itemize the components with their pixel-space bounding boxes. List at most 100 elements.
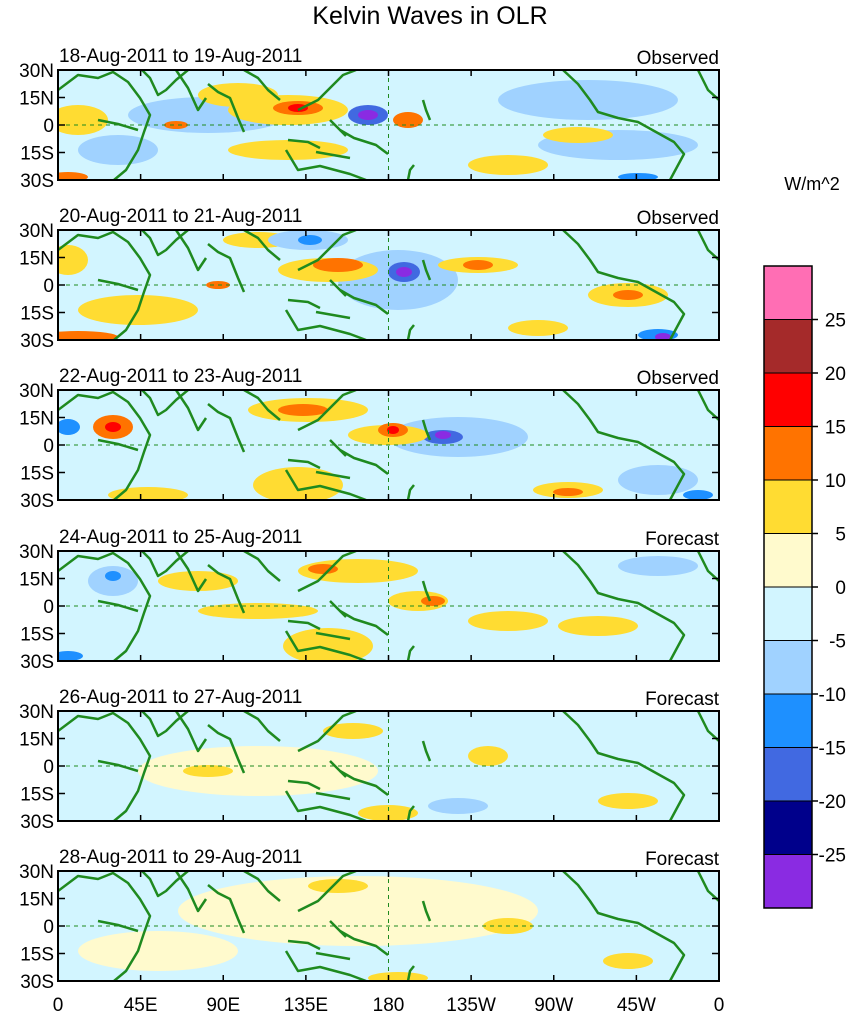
longitude-tick-label: 0 — [53, 995, 64, 1016]
panel-status: Observed — [637, 368, 719, 389]
coastline — [58, 390, 152, 500]
coastline — [696, 230, 719, 261]
coastline — [243, 390, 281, 421]
colorbar-label: 0 — [835, 578, 846, 599]
coastline — [562, 70, 686, 180]
olr-anomaly-contour — [387, 426, 399, 434]
coastline — [329, 760, 347, 778]
colorbar-swatch — [763, 533, 813, 588]
longitude-tick-label: 135W — [446, 995, 496, 1016]
coastline — [141, 551, 189, 578]
coastline — [696, 711, 719, 742]
longitude-tick-label: 45W — [617, 995, 656, 1016]
map-panel: 24-Aug-2011 to 25-Aug-2011 Forecast 30N 15N… — [19, 527, 720, 673]
latitude-tick-label: 30S — [20, 491, 54, 512]
olr-anomaly-contour — [58, 245, 88, 275]
coastline — [243, 551, 281, 582]
olr-anomaly-contour — [618, 173, 658, 180]
coastline — [97, 599, 139, 613]
coastline — [141, 390, 189, 417]
latitude-tick-label: 0 — [43, 757, 54, 778]
olr-anomaly-contour — [278, 404, 328, 416]
coastline — [696, 390, 719, 421]
map-panel: 18-Aug-2011 to 19-Aug-2011 Observed 30N 15N… — [19, 46, 720, 192]
olr-anomaly-contour — [138, 746, 378, 796]
coastline — [243, 711, 281, 742]
olr-anomaly-contour — [358, 110, 378, 120]
coastline — [97, 919, 139, 933]
colorbar-label: -15 — [819, 739, 846, 760]
latitude-tick-label: 15N — [19, 409, 54, 430]
coastline — [284, 790, 367, 821]
coastline — [207, 564, 246, 614]
coastline — [297, 230, 357, 272]
olr-anomaly-contour — [198, 83, 278, 107]
figure-title: Kelvin Waves in OLR — [312, 2, 547, 30]
coastline — [421, 580, 432, 602]
olr-anomaly-contour — [358, 805, 418, 821]
coastline — [174, 230, 208, 272]
olr-anomaly-contour — [508, 320, 568, 336]
panel-date-range: 28-Aug-2011 to 29-Aug-2011 — [59, 847, 302, 868]
coastline — [315, 310, 351, 320]
latitude-tick-label: 15S — [20, 945, 54, 966]
panel-date-range: 18-Aug-2011 to 19-Aug-2011 — [59, 46, 302, 67]
coastline — [329, 279, 347, 297]
coastline — [406, 805, 415, 821]
olr-anomaly-contour — [396, 267, 412, 277]
olr-anomaly-contour — [308, 879, 368, 893]
olr-anomaly-contour — [108, 487, 188, 500]
olr-anomaly-contour — [428, 798, 488, 814]
latitude-tick-label: 15N — [19, 249, 54, 270]
coastline — [562, 551, 686, 661]
latitude-tick-label: 30S — [20, 652, 54, 673]
olr-anomaly-contour — [164, 121, 188, 129]
olr-anomaly-contour — [198, 603, 318, 619]
colorbar-label: 25 — [825, 311, 846, 332]
latitude-tick-label: 15S — [20, 785, 54, 806]
olr-anomaly-contour — [323, 723, 383, 739]
olr-anomaly-contour — [58, 419, 80, 435]
panel-status: Observed — [637, 208, 719, 229]
latitude-tick-label: 0 — [43, 917, 54, 938]
olr-anomaly-contour — [613, 290, 643, 300]
latitude-tick-label: 0 — [43, 116, 54, 137]
coastline — [174, 70, 208, 112]
latitude-tick-label: 30N — [19, 702, 54, 723]
longitude-tick-label: 135E — [284, 995, 328, 1016]
olr-anomaly-contour — [468, 746, 508, 766]
coastline — [562, 390, 686, 500]
olr-anomaly-contour — [58, 172, 88, 180]
olr-anomaly-contour — [421, 596, 445, 606]
olr-anomaly-contour — [178, 876, 538, 946]
olr-anomaly-contour — [298, 235, 322, 245]
olr-anomaly-contour — [468, 155, 548, 175]
coastline — [696, 70, 719, 101]
olr-anomaly-contour — [105, 422, 121, 432]
panel-status: Forecast — [645, 849, 720, 870]
coastline — [297, 711, 357, 753]
coastline — [207, 724, 246, 774]
coastline — [287, 939, 321, 951]
olr-anomaly-contour — [78, 931, 238, 971]
olr-anomaly-contour — [228, 140, 348, 160]
coastline — [329, 439, 347, 457]
panel-date-range: 26-Aug-2011 to 27-Aug-2011 — [59, 687, 302, 708]
panel-status: Forecast — [645, 529, 720, 550]
latitude-tick-label: 0 — [43, 597, 54, 618]
latitude-tick-label: 15S — [20, 464, 54, 485]
latitude-tick-label: 30S — [20, 331, 54, 352]
colorbar-label: -25 — [819, 846, 846, 867]
coastline — [406, 164, 415, 180]
colorbar-label: 10 — [825, 471, 846, 492]
olr-anomaly-contour — [58, 105, 108, 135]
longitude-axis: 0 45E 90E 135E 180 135W 90W 45W 0 — [53, 995, 725, 1016]
coastline — [287, 138, 321, 150]
coastline — [58, 551, 152, 661]
coastline — [207, 243, 246, 293]
coastline — [284, 950, 367, 981]
coastline — [243, 871, 281, 902]
panel-date-range: 22-Aug-2011 to 23-Aug-2011 — [59, 366, 302, 387]
olr-anomaly-contour — [598, 793, 658, 809]
coastline — [406, 324, 415, 340]
